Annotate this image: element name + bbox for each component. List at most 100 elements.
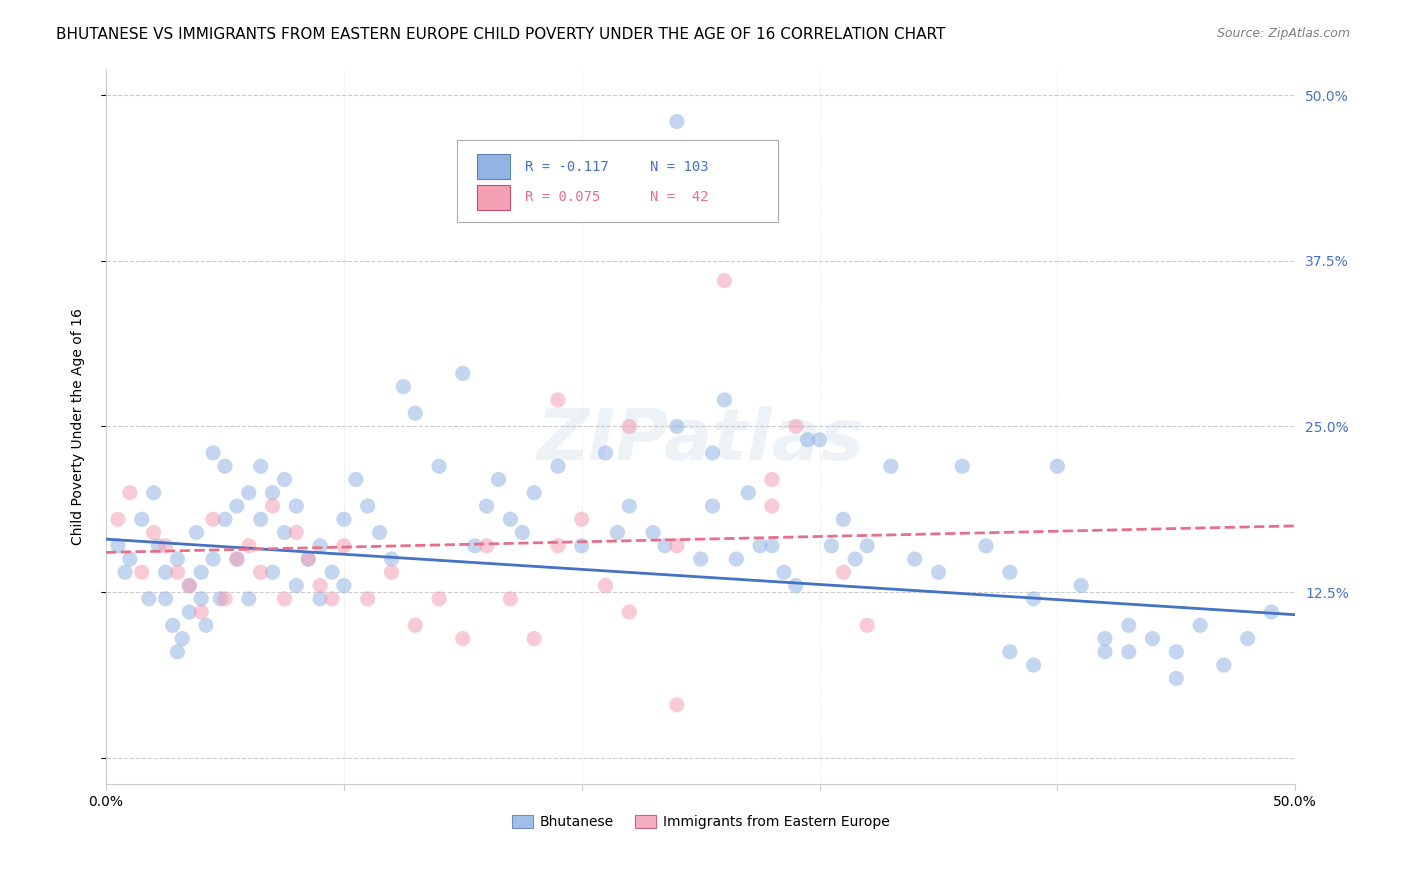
Point	[464, 539, 486, 553]
Point	[357, 591, 380, 606]
Point	[619, 605, 641, 619]
Point	[131, 512, 153, 526]
Point	[114, 566, 136, 580]
Point	[368, 525, 391, 540]
Point	[749, 539, 772, 553]
Point	[1118, 618, 1140, 632]
Point	[321, 591, 343, 606]
Point	[333, 512, 356, 526]
Point	[832, 566, 855, 580]
Point	[297, 552, 319, 566]
Point	[1070, 578, 1092, 592]
Point	[155, 566, 177, 580]
Point	[238, 591, 260, 606]
Point	[166, 566, 188, 580]
Point	[427, 591, 450, 606]
Point	[131, 566, 153, 580]
Point	[179, 578, 201, 592]
Text: Source: ZipAtlas.com: Source: ZipAtlas.com	[1216, 27, 1350, 40]
Point	[856, 539, 879, 553]
Point	[238, 485, 260, 500]
Point	[619, 499, 641, 513]
Point	[427, 459, 450, 474]
Point	[499, 591, 522, 606]
Point	[796, 433, 818, 447]
Point	[214, 459, 236, 474]
Point	[488, 473, 510, 487]
Point	[285, 499, 308, 513]
Point	[392, 380, 415, 394]
Point	[761, 539, 783, 553]
Point	[225, 552, 247, 566]
Point	[273, 473, 295, 487]
Point	[155, 539, 177, 553]
Point	[225, 552, 247, 566]
Point	[713, 392, 735, 407]
Point	[713, 274, 735, 288]
Point	[619, 419, 641, 434]
Point	[194, 618, 217, 632]
Point	[142, 525, 165, 540]
Point	[309, 578, 332, 592]
Point	[214, 591, 236, 606]
Point	[333, 539, 356, 553]
Point	[202, 552, 225, 566]
Point	[761, 473, 783, 487]
Point	[737, 485, 759, 500]
Point	[571, 512, 593, 526]
Point	[1236, 632, 1258, 646]
Point	[309, 539, 332, 553]
Point	[1189, 618, 1212, 632]
Point	[641, 525, 664, 540]
Point	[262, 566, 284, 580]
Point	[118, 552, 141, 566]
Point	[1094, 632, 1116, 646]
Point	[249, 512, 271, 526]
Point	[665, 114, 688, 128]
Point	[702, 446, 724, 460]
Point	[262, 499, 284, 513]
Point	[1260, 605, 1282, 619]
Point	[785, 578, 807, 592]
Point	[1022, 591, 1045, 606]
Bar	[477, 186, 510, 210]
Point	[475, 539, 498, 553]
Point	[998, 645, 1021, 659]
Point	[297, 552, 319, 566]
Point	[832, 512, 855, 526]
Point	[571, 539, 593, 553]
Point	[451, 632, 474, 646]
Point	[1022, 658, 1045, 673]
Point	[285, 578, 308, 592]
Point	[808, 433, 831, 447]
Point	[404, 406, 426, 420]
Point	[547, 392, 569, 407]
Point	[273, 525, 295, 540]
Point	[148, 539, 170, 553]
Point	[107, 512, 129, 526]
Point	[142, 485, 165, 500]
Point	[262, 485, 284, 500]
Point	[107, 539, 129, 553]
Point	[333, 578, 356, 592]
Point	[179, 578, 201, 592]
Point	[285, 525, 308, 540]
Point	[166, 552, 188, 566]
Point	[380, 552, 402, 566]
Point	[138, 591, 160, 606]
Point	[761, 499, 783, 513]
Point	[321, 566, 343, 580]
Point	[904, 552, 927, 566]
Point	[249, 566, 271, 580]
Point	[249, 459, 271, 474]
Point	[190, 591, 212, 606]
Point	[186, 525, 208, 540]
Point	[404, 618, 426, 632]
Y-axis label: Child Poverty Under the Age of 16: Child Poverty Under the Age of 16	[72, 308, 86, 545]
Point	[665, 698, 688, 712]
Point	[1212, 658, 1234, 673]
Point	[451, 367, 474, 381]
Point	[523, 632, 546, 646]
Point	[1046, 459, 1069, 474]
Point	[155, 591, 177, 606]
